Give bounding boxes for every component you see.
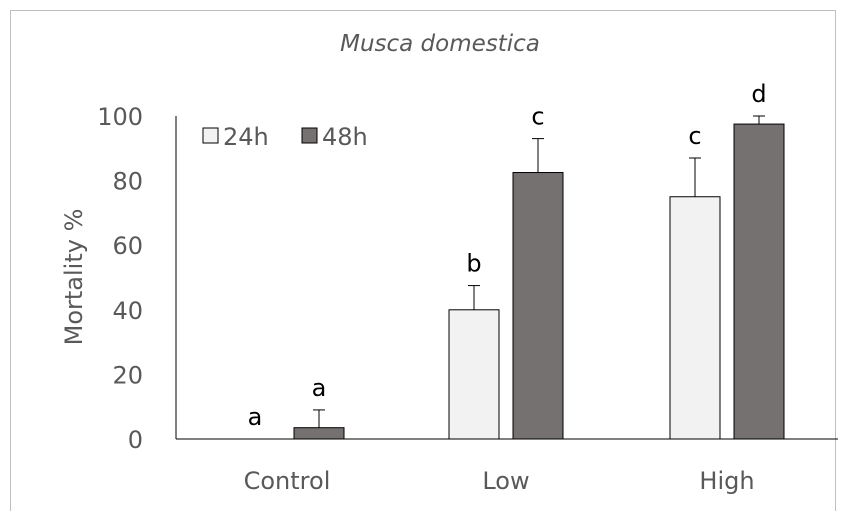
legend-label-48h: 48h xyxy=(322,123,368,151)
bar-24h xyxy=(448,309,500,440)
bar-48h xyxy=(733,123,785,440)
significance-letter: c xyxy=(531,103,544,131)
chart-title: Musca domestica xyxy=(340,31,540,57)
significance-letter: a xyxy=(248,403,263,431)
bar-48h xyxy=(512,172,564,440)
bar-48h xyxy=(293,427,345,440)
significance-letter: c xyxy=(688,122,701,150)
y-tick-label: 0 xyxy=(128,426,143,454)
x-tick-label: Control xyxy=(244,467,331,495)
x-tick-label: Low xyxy=(482,467,529,495)
y-tick-label: 80 xyxy=(112,168,143,196)
y-tick-label: 100 xyxy=(97,103,143,131)
legend: 24h 48h xyxy=(202,123,368,151)
y-tick-label: 40 xyxy=(112,297,143,325)
plot-area: 0 20 40 60 80 100 Control Low High a b c a c d xyxy=(97,80,838,495)
significance-letter: b xyxy=(466,250,481,278)
legend-label-24h: 24h xyxy=(223,123,269,151)
legend-swatch-48h xyxy=(301,127,318,144)
significance-letter: d xyxy=(751,80,766,108)
y-tick-label: 20 xyxy=(112,361,143,389)
legend-swatch-24h xyxy=(202,127,219,144)
x-tick-label: High xyxy=(699,467,754,495)
y-axis-label: Mortality % xyxy=(60,209,88,346)
bar-24h xyxy=(669,196,721,440)
y-tick-label: 60 xyxy=(112,232,143,260)
significance-letter: a xyxy=(312,374,327,402)
